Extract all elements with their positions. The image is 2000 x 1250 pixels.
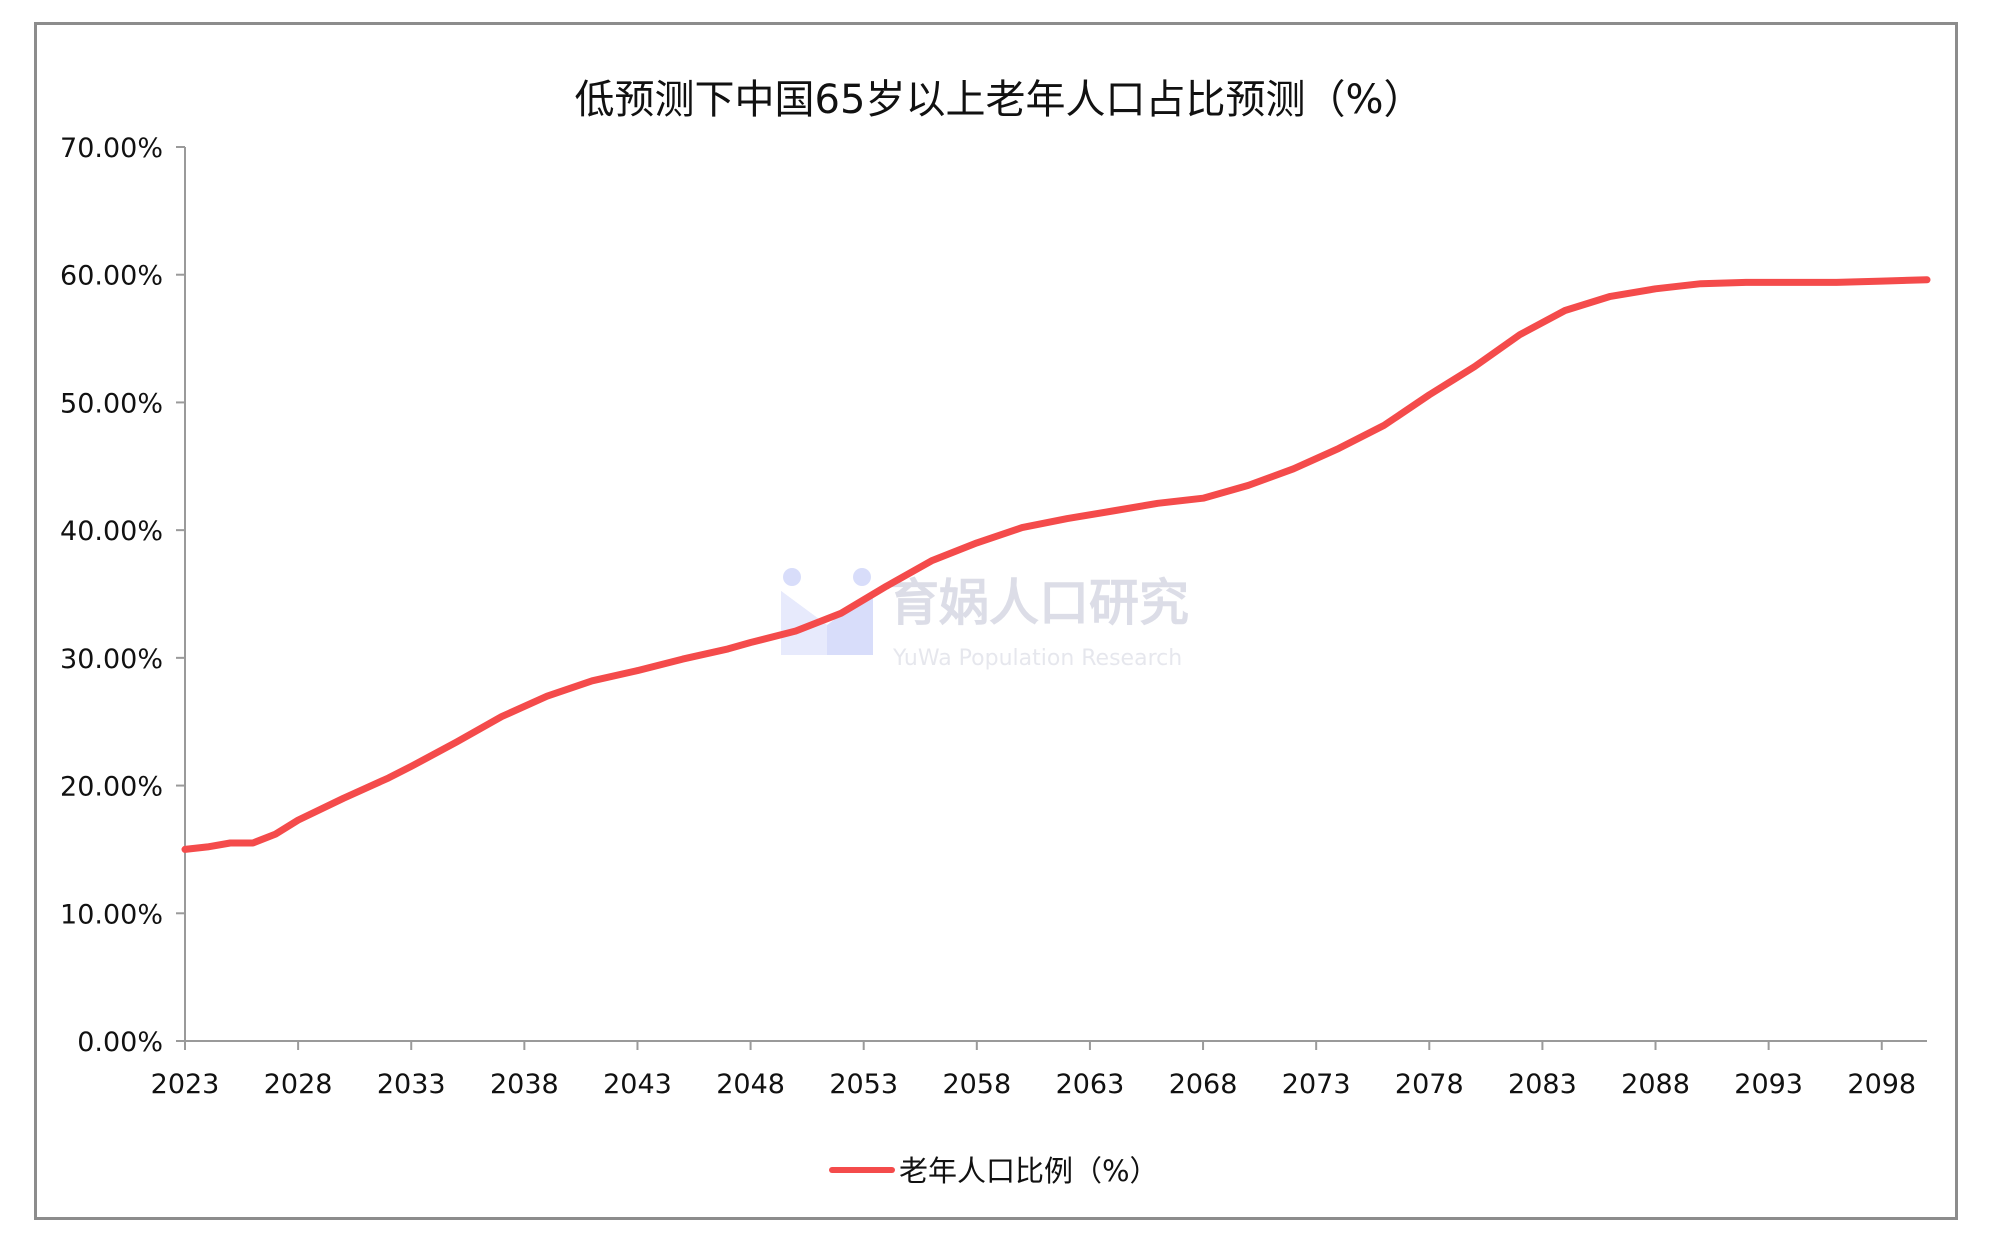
x-tick-label: 2078 (1395, 1069, 1464, 1100)
x-axis: 2023 2028 2033 2038 2043 2048 2053 2058 2063 2068… (151, 1040, 1927, 1100)
x-tick-label: 2083 (1508, 1069, 1577, 1100)
y-axis: 0.00% 10.00% 20.00% 30.00% 40.00% 50.00% 60.00… (60, 133, 186, 1058)
y-tick-label: 0.00% (77, 1027, 163, 1058)
chart-canvas: 育娲人口研究 YuWa Population Research 低预测下中国65… (60, 77, 1931, 1188)
x-tick-label: 2033 (377, 1069, 446, 1100)
x-tick-label: 2028 (264, 1069, 333, 1100)
x-tick-label: 2088 (1621, 1069, 1690, 1100)
x-tick-label: 2068 (1169, 1069, 1238, 1100)
legend-label: 老年人口比例（%） (899, 1154, 1159, 1188)
x-tick-label: 2098 (1847, 1069, 1916, 1100)
watermark-subtitle: YuWa Population Research (892, 646, 1182, 671)
x-tick-label: 2058 (942, 1069, 1011, 1100)
chart-title: 低预测下中国65岁以上老年人口占比预测（%） (575, 77, 1424, 123)
series-layer (181, 276, 1931, 853)
y-tick-label: 40.00% (60, 516, 163, 547)
x-tick-label: 2093 (1734, 1069, 1803, 1100)
x-tick-label: 2043 (603, 1069, 672, 1100)
legend[interactable]: 老年人口比例（%） (829, 1154, 1159, 1188)
watermark: 育娲人口研究 YuWa Population Research (781, 568, 1189, 671)
y-tick-label: 10.00% (60, 899, 163, 930)
x-tick-label: 2063 (1056, 1069, 1125, 1100)
y-tick-label: 60.00% (60, 261, 163, 292)
x-tick-label: 2038 (490, 1069, 559, 1100)
x-tick-label: 2048 (716, 1069, 785, 1100)
y-tick-label: 20.00% (60, 772, 163, 803)
watermark-logo-icon (781, 568, 873, 655)
y-tick-label: 70.00% (60, 133, 163, 164)
x-tick-label: 2023 (151, 1069, 220, 1100)
x-tick-label: 2053 (829, 1069, 898, 1100)
y-tick-label: 50.00% (60, 388, 163, 419)
x-tick-label: 2073 (1282, 1069, 1351, 1100)
watermark-name: 育娲人口研究 (889, 574, 1189, 632)
chart-frame: 育娲人口研究 YuWa Population Research 低预测下中国65… (34, 22, 1958, 1220)
y-tick-label: 30.00% (60, 644, 163, 675)
series-line-0 (181, 276, 1931, 853)
